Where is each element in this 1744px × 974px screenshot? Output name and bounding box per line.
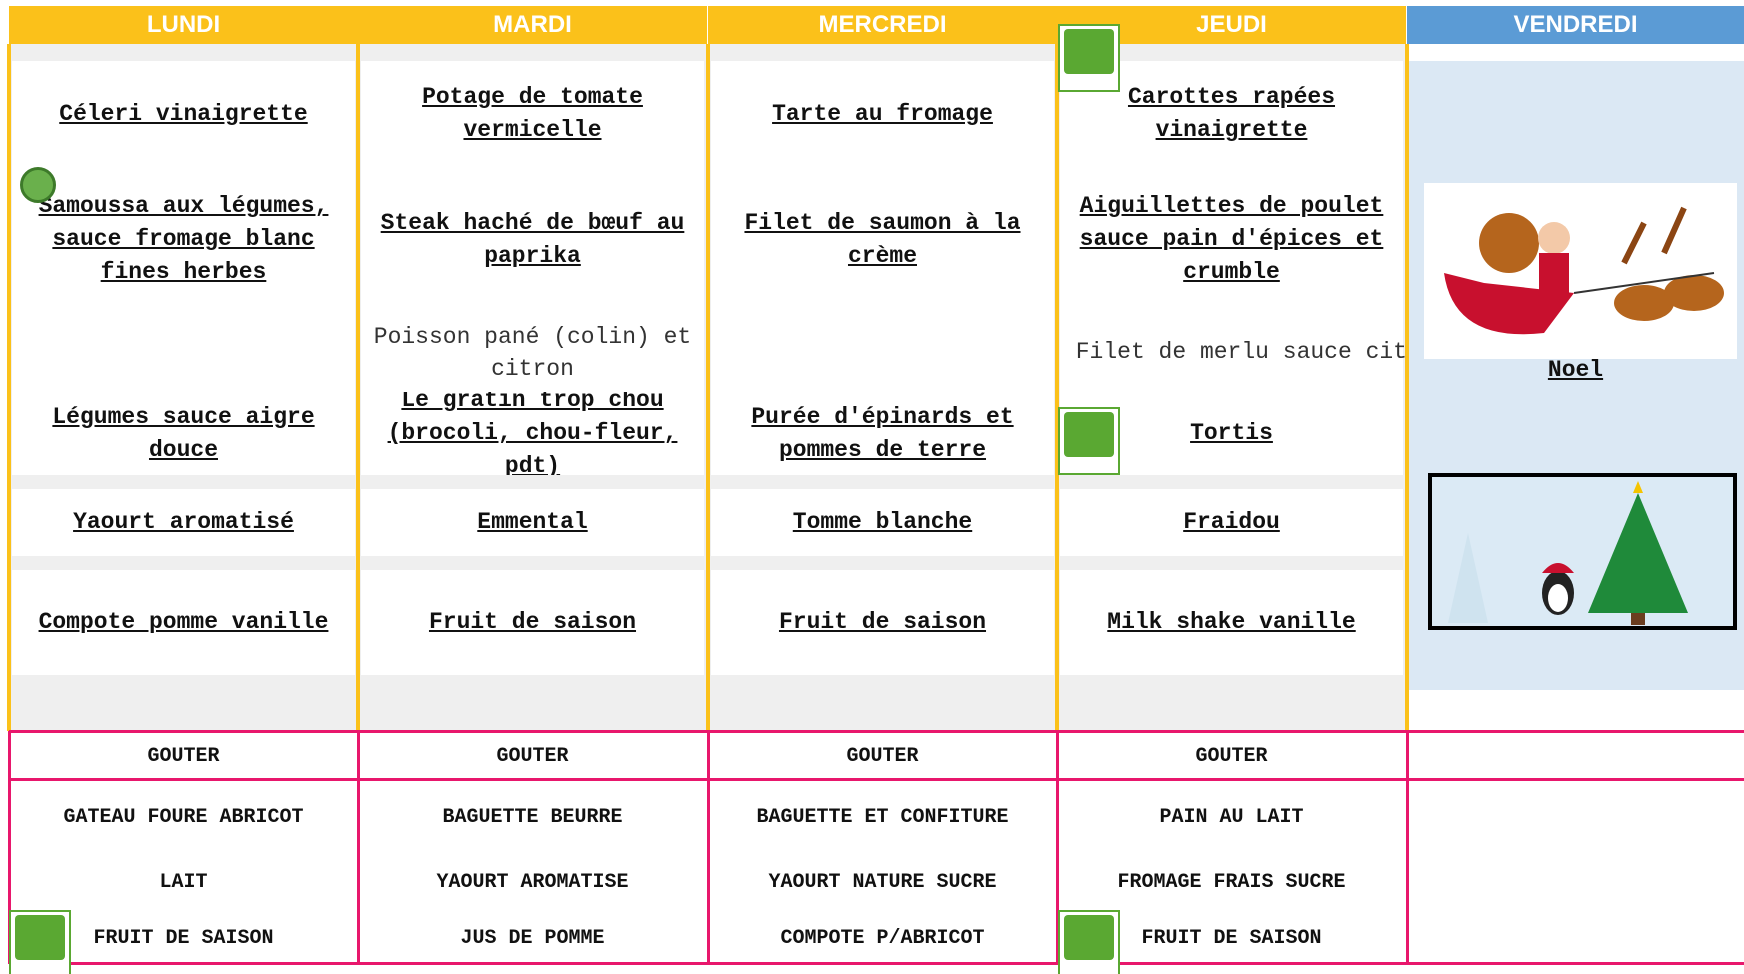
day-header: VENDREDI [1407, 6, 1744, 44]
gouter-title: GOUTER [496, 744, 569, 768]
sleigh-image [1424, 183, 1737, 359]
dessert-dish: Fruit de saison [711, 570, 1054, 675]
gouter-item: JUS DE POMME [460, 926, 605, 950]
day-header: MERCREDI [708, 6, 1057, 44]
column-border [1055, 44, 1059, 731]
gouter-line [707, 731, 710, 964]
column-border [7, 44, 11, 731]
gouter-item: BAGUETTE BEURRE [442, 805, 623, 829]
gouter-item: FROMAGE FRAIS SUCRE [1117, 870, 1346, 894]
friday-label: Noel [1547, 356, 1604, 383]
column-border [356, 44, 360, 731]
leaf-icon [20, 167, 56, 203]
gouter-line [9, 730, 1744, 733]
gouter-title: GOUTER [147, 744, 220, 768]
gouter-item: GATEAU FOURE ABRICOT [63, 805, 304, 829]
organic-logo-mark [1064, 29, 1114, 74]
day-header: LUNDI [9, 6, 358, 44]
organic-logo-mark [1064, 915, 1114, 960]
gouter-line [357, 731, 360, 964]
gouter-item: LAIT [159, 870, 208, 894]
day-header: MARDI [358, 6, 707, 44]
main-dish: Filet de saumon à la crème [711, 167, 1054, 312]
gouter-line [9, 778, 1744, 781]
white-fill [711, 312, 1054, 392]
dairy-dish: Yaourt aromatisé [12, 489, 355, 556]
side-dish: Le gratin trop chou (brocoli, chou-fleur… [361, 392, 704, 475]
gouter-line [9, 962, 1744, 965]
dessert-dish: Compote pomme vanille [12, 570, 355, 675]
starter-dish: Potage de tomate vermicelle [361, 61, 704, 167]
white-fill [12, 312, 355, 392]
main-dish: Aiguillettes de poulet sauce pain d'épic… [1060, 167, 1403, 312]
starter-dish: Tarte au fromage [711, 61, 1054, 167]
dairy-dish: Tomme blanche [711, 489, 1054, 556]
column-border [1405, 44, 1409, 731]
gouter-line [1406, 731, 1409, 964]
dessert-dish: Fruit de saison [361, 570, 704, 675]
christmas-tree-image [1428, 473, 1737, 630]
dairy-dish: Emmental [361, 489, 704, 556]
main-dish: Steak haché de bœuf au paprika [361, 167, 704, 312]
alternate-dish: Filet de merlu sauce cit [1075, 339, 1407, 365]
dairy-dish: Fraidou [1060, 489, 1403, 556]
gouter-item: COMPOTE P/ABRICOT [780, 926, 985, 950]
dessert-dish: Milk shake vanille [1060, 570, 1403, 675]
alternate-dish: Poisson pané (colin) et citron [361, 315, 704, 390]
gouter-item: FRUIT DE SAISON [1141, 926, 1322, 950]
gouter-title: GOUTER [846, 744, 919, 768]
side-dish: Purée d'épinards et pommes de terre [711, 392, 1054, 475]
main-dish: Samoussa aux légumes, sauce fromage blan… [12, 167, 355, 312]
gouter-item: YAOURT NATURE SUCRE [768, 870, 997, 894]
gouter-item: BAGUETTE ET CONFITURE [756, 805, 1009, 829]
gouter-line [8, 731, 11, 964]
organic-logo-mark [15, 915, 65, 960]
gouter-item: PAIN AU LAIT [1159, 805, 1304, 829]
column-border [706, 44, 710, 731]
gouter-item: FRUIT DE SAISON [93, 926, 274, 950]
white-fill [1060, 312, 1403, 392]
starter-dish: Céleri vinaigrette [12, 61, 355, 167]
gouter-item: YAOURT AROMATISE [436, 870, 629, 894]
gouter-line [1056, 731, 1059, 964]
organic-logo-mark [1064, 412, 1114, 457]
side-dish: Légumes sauce aigre douce [12, 392, 355, 475]
gouter-title: GOUTER [1195, 744, 1268, 768]
